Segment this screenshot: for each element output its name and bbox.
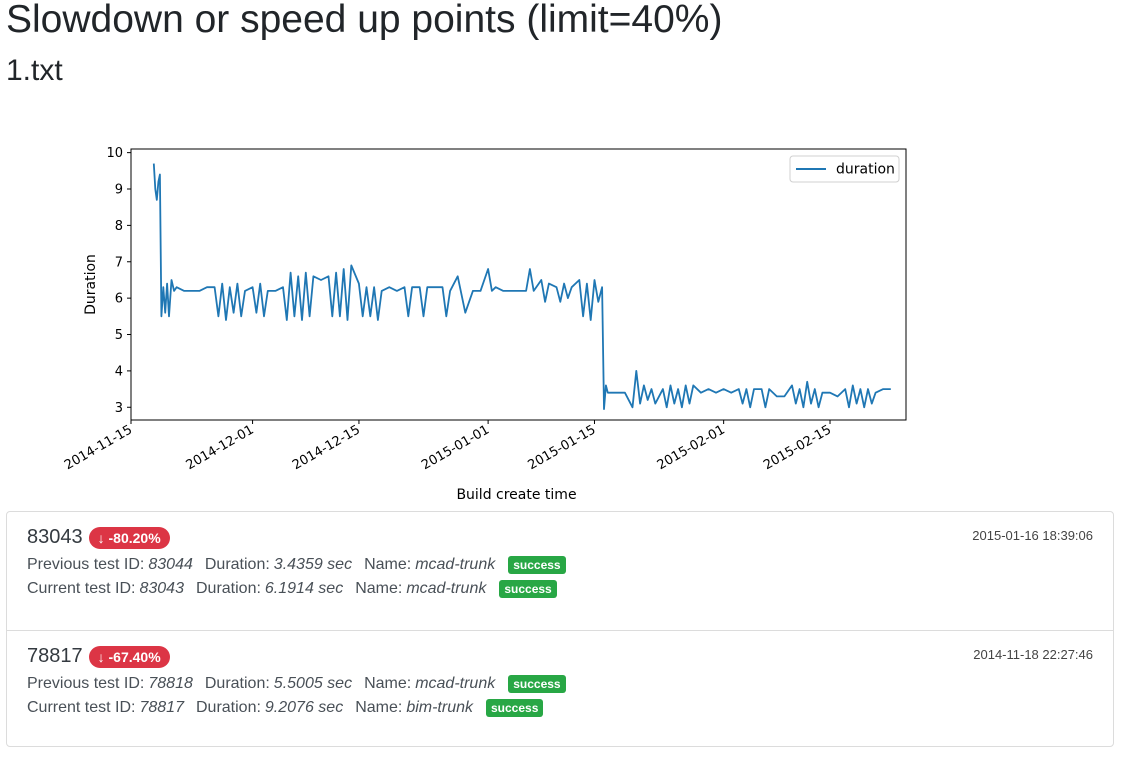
previous-duration: 5.5005 sec	[273, 675, 353, 692]
change-badge: ↓ -67.40%	[88, 645, 170, 668]
x-tick-label: 2014-12-01	[184, 422, 257, 473]
current-test-name: bim-trunk	[406, 699, 473, 716]
result-header: 83043 ↓ -80.20%	[27, 526, 170, 549]
status-badge: success	[499, 580, 557, 598]
current-test-id: 78817	[139, 699, 184, 716]
x-tick-label: 2015-01-01	[419, 422, 492, 473]
y-tick-label: 10	[106, 146, 123, 161]
legend-box	[789, 155, 900, 183]
y-tick-label: 9	[115, 183, 123, 198]
status-badge: success	[486, 699, 544, 717]
previous-test-id: 78818	[148, 675, 193, 692]
current-duration: 6.1914 sec	[264, 580, 344, 597]
name-label: Name:	[355, 699, 403, 716]
result-item: 83043 ↓ -80.20% 2015-01-16 18:39:06 Prev…	[7, 512, 1113, 630]
y-tick-label: 3	[115, 401, 123, 416]
y-tick-label: 4	[115, 364, 123, 379]
duration-label: Duration:	[204, 556, 270, 573]
result-timestamp: 2015-01-16 18:39:06	[972, 528, 1093, 543]
previous-duration: 3.4359 sec	[273, 556, 353, 573]
previous-test-label: Previous test ID:	[27, 556, 145, 573]
build-id: 78817	[27, 645, 83, 667]
duration-series-line	[152, 163, 891, 411]
x-tick-label: 2014-12-15	[290, 422, 363, 473]
legend-label: duration	[836, 162, 895, 178]
y-tick-label: 7	[115, 255, 123, 270]
y-tick-label: 5	[115, 328, 123, 343]
x-tick-label: 2015-02-01	[655, 422, 728, 473]
y-tick-label: 8	[115, 219, 123, 234]
current-test-label: Current test ID:	[27, 699, 136, 716]
y-tick-label: 6	[115, 292, 123, 307]
previous-test-row: Previous test ID: 83044 Duration: 3.4359…	[27, 556, 566, 574]
current-test-row: Current test ID: 78817 Duration: 9.2076 …	[27, 699, 544, 717]
y-axis-label: Duration	[83, 254, 99, 315]
name-label: Name:	[364, 556, 412, 573]
duration-label: Duration:	[195, 699, 261, 716]
plot-frame	[130, 148, 907, 421]
current-duration: 9.2076 sec	[264, 699, 344, 716]
change-badge: ↓ -80.20%	[88, 526, 170, 549]
build-id: 83043	[27, 526, 83, 548]
current-test-name: mcad-trunk	[406, 580, 487, 597]
duration-label: Duration:	[204, 675, 270, 692]
previous-test-id: 83044	[148, 556, 193, 573]
current-test-row: Current test ID: 83043 Duration: 6.1914 …	[27, 580, 557, 598]
x-tick-label: 2014-11-15	[62, 422, 135, 473]
name-label: Name:	[364, 675, 412, 692]
duration-label: Duration:	[195, 580, 261, 597]
status-badge: success	[508, 556, 566, 574]
name-label: Name:	[355, 580, 403, 597]
previous-test-label: Previous test ID:	[27, 675, 145, 692]
previous-test-name: mcad-trunk	[415, 675, 496, 692]
x-axis-label: Build create time	[456, 487, 576, 503]
page-title: Slowdown or speed up points (limit=40%)	[6, 0, 723, 41]
result-timestamp: 2014-11-18 22:27:46	[973, 647, 1093, 662]
previous-test-row: Previous test ID: 78818 Duration: 5.5005…	[27, 675, 566, 693]
previous-test-name: mcad-trunk	[415, 556, 496, 573]
x-tick-label: 2015-02-15	[761, 422, 834, 473]
current-test-id: 83043	[139, 580, 184, 597]
result-header: 78817 ↓ -67.40%	[27, 645, 170, 668]
duration-chart: 3 4 5 6 7 8 9 10 2014-11-15 2014-12-01 2014-12-15 2…	[62, 146, 907, 503]
page-subtitle: 1.txt	[6, 54, 63, 87]
x-tick-label: 2015-01-15	[526, 422, 599, 473]
results-list: 83043 ↓ -80.20% 2015-01-16 18:39:06 Prev…	[6, 511, 1114, 747]
status-badge: success	[508, 675, 566, 693]
result-item: 78817 ↓ -67.40% 2014-11-18 22:27:46 Prev…	[7, 630, 1113, 748]
current-test-label: Current test ID:	[27, 580, 136, 597]
